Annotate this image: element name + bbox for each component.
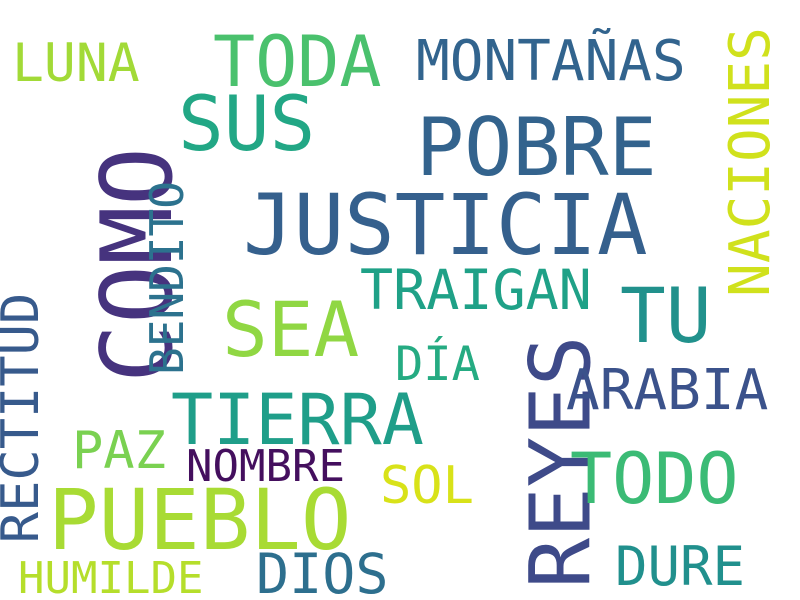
word-pobre: POBRE [416,101,657,194]
word-pueblo: PUEBLO [48,471,352,569]
word-traigan: TRAIGAN [360,258,592,322]
word-naciones: NACIONES [717,27,783,297]
word-sea: SEA [222,285,360,374]
word-dios: DIOS [256,542,389,600]
word-arabia: ARABIA [566,358,769,423]
word-humilde: HUMILDE [18,553,204,600]
word-nombre: NOMBRE [186,441,345,492]
word-justicia: JUSTICIA [243,176,648,274]
word-sus: SUS [178,79,316,168]
word-sol: SOL [380,456,474,516]
word-toda: TODA [213,21,382,103]
word-luna: LUNA [12,33,140,94]
word-dia: DÍA [395,337,480,392]
word-bendito: BENDITO [139,181,194,375]
word-paz: PAZ [72,421,166,481]
word-rectitud: RECTITUD [0,292,52,544]
word-tu: TU [620,271,712,360]
word-montanas: MONTAÑAS [416,29,686,94]
word-dure: DURE [615,535,746,598]
word-todo: TODO [570,438,739,520]
word-tierra: TIERRA [171,379,424,461]
